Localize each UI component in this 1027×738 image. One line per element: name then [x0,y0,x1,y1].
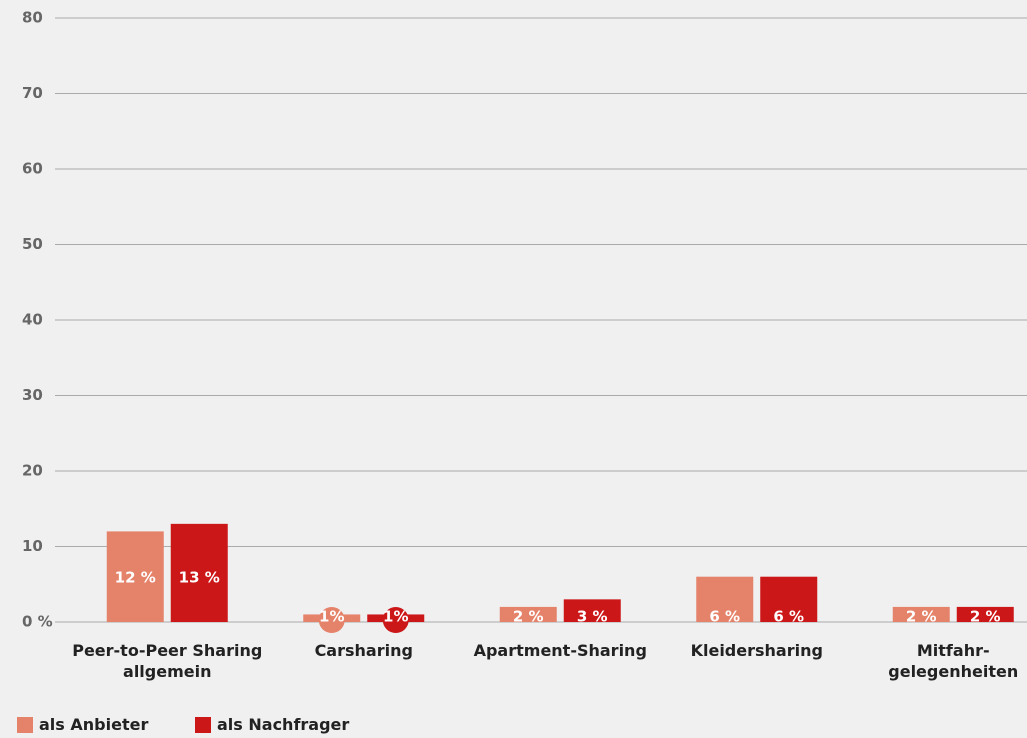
bar [563,599,621,622]
legend-label: als Nachfrager [217,715,350,734]
y-tick-label: 80 [22,9,43,27]
bar [956,606,1014,622]
bar [696,576,754,622]
y-tick-label: 0 % [22,613,53,631]
value-label: 6 % [709,608,740,626]
value-label: 3 % [577,608,608,626]
value-label: 2 % [970,608,1001,626]
value-label: 2 % [906,608,937,626]
bar [499,606,557,622]
legend-swatch [195,717,211,733]
y-tick-label: 10 [22,537,43,555]
value-label: 6 % [773,608,804,626]
label-badge [382,607,409,633]
legend-swatch [17,717,33,733]
y-tick-label: 30 [22,386,43,404]
value-label: 2 % [513,608,544,626]
y-tick-label: 20 [22,462,43,480]
x-tick-label: Mitfahr- gelegenheiten [888,641,1019,681]
x-tick-label: Peer-to-Peer Sharing allgemein [72,641,263,681]
bar [106,531,164,622]
y-tick-label: 40 [22,311,43,329]
value-label: 1% [319,608,344,626]
x-tick-label: Apartment-Sharing [473,641,647,660]
value-label: 1% [383,608,408,626]
bar [892,606,950,622]
x-tick-label: Kleidersharing [690,641,823,660]
label-badge [318,607,345,633]
value-label: 13 % [179,569,220,587]
y-tick-label: 50 [22,235,43,253]
bar [760,576,818,622]
legend-label: als Anbieter [39,715,149,734]
x-tick-label: Carsharing [314,641,413,660]
value-label: 12 % [115,569,156,587]
y-tick-label: 60 [22,160,43,178]
y-tick-label: 70 [22,84,43,102]
bar [170,523,228,622]
